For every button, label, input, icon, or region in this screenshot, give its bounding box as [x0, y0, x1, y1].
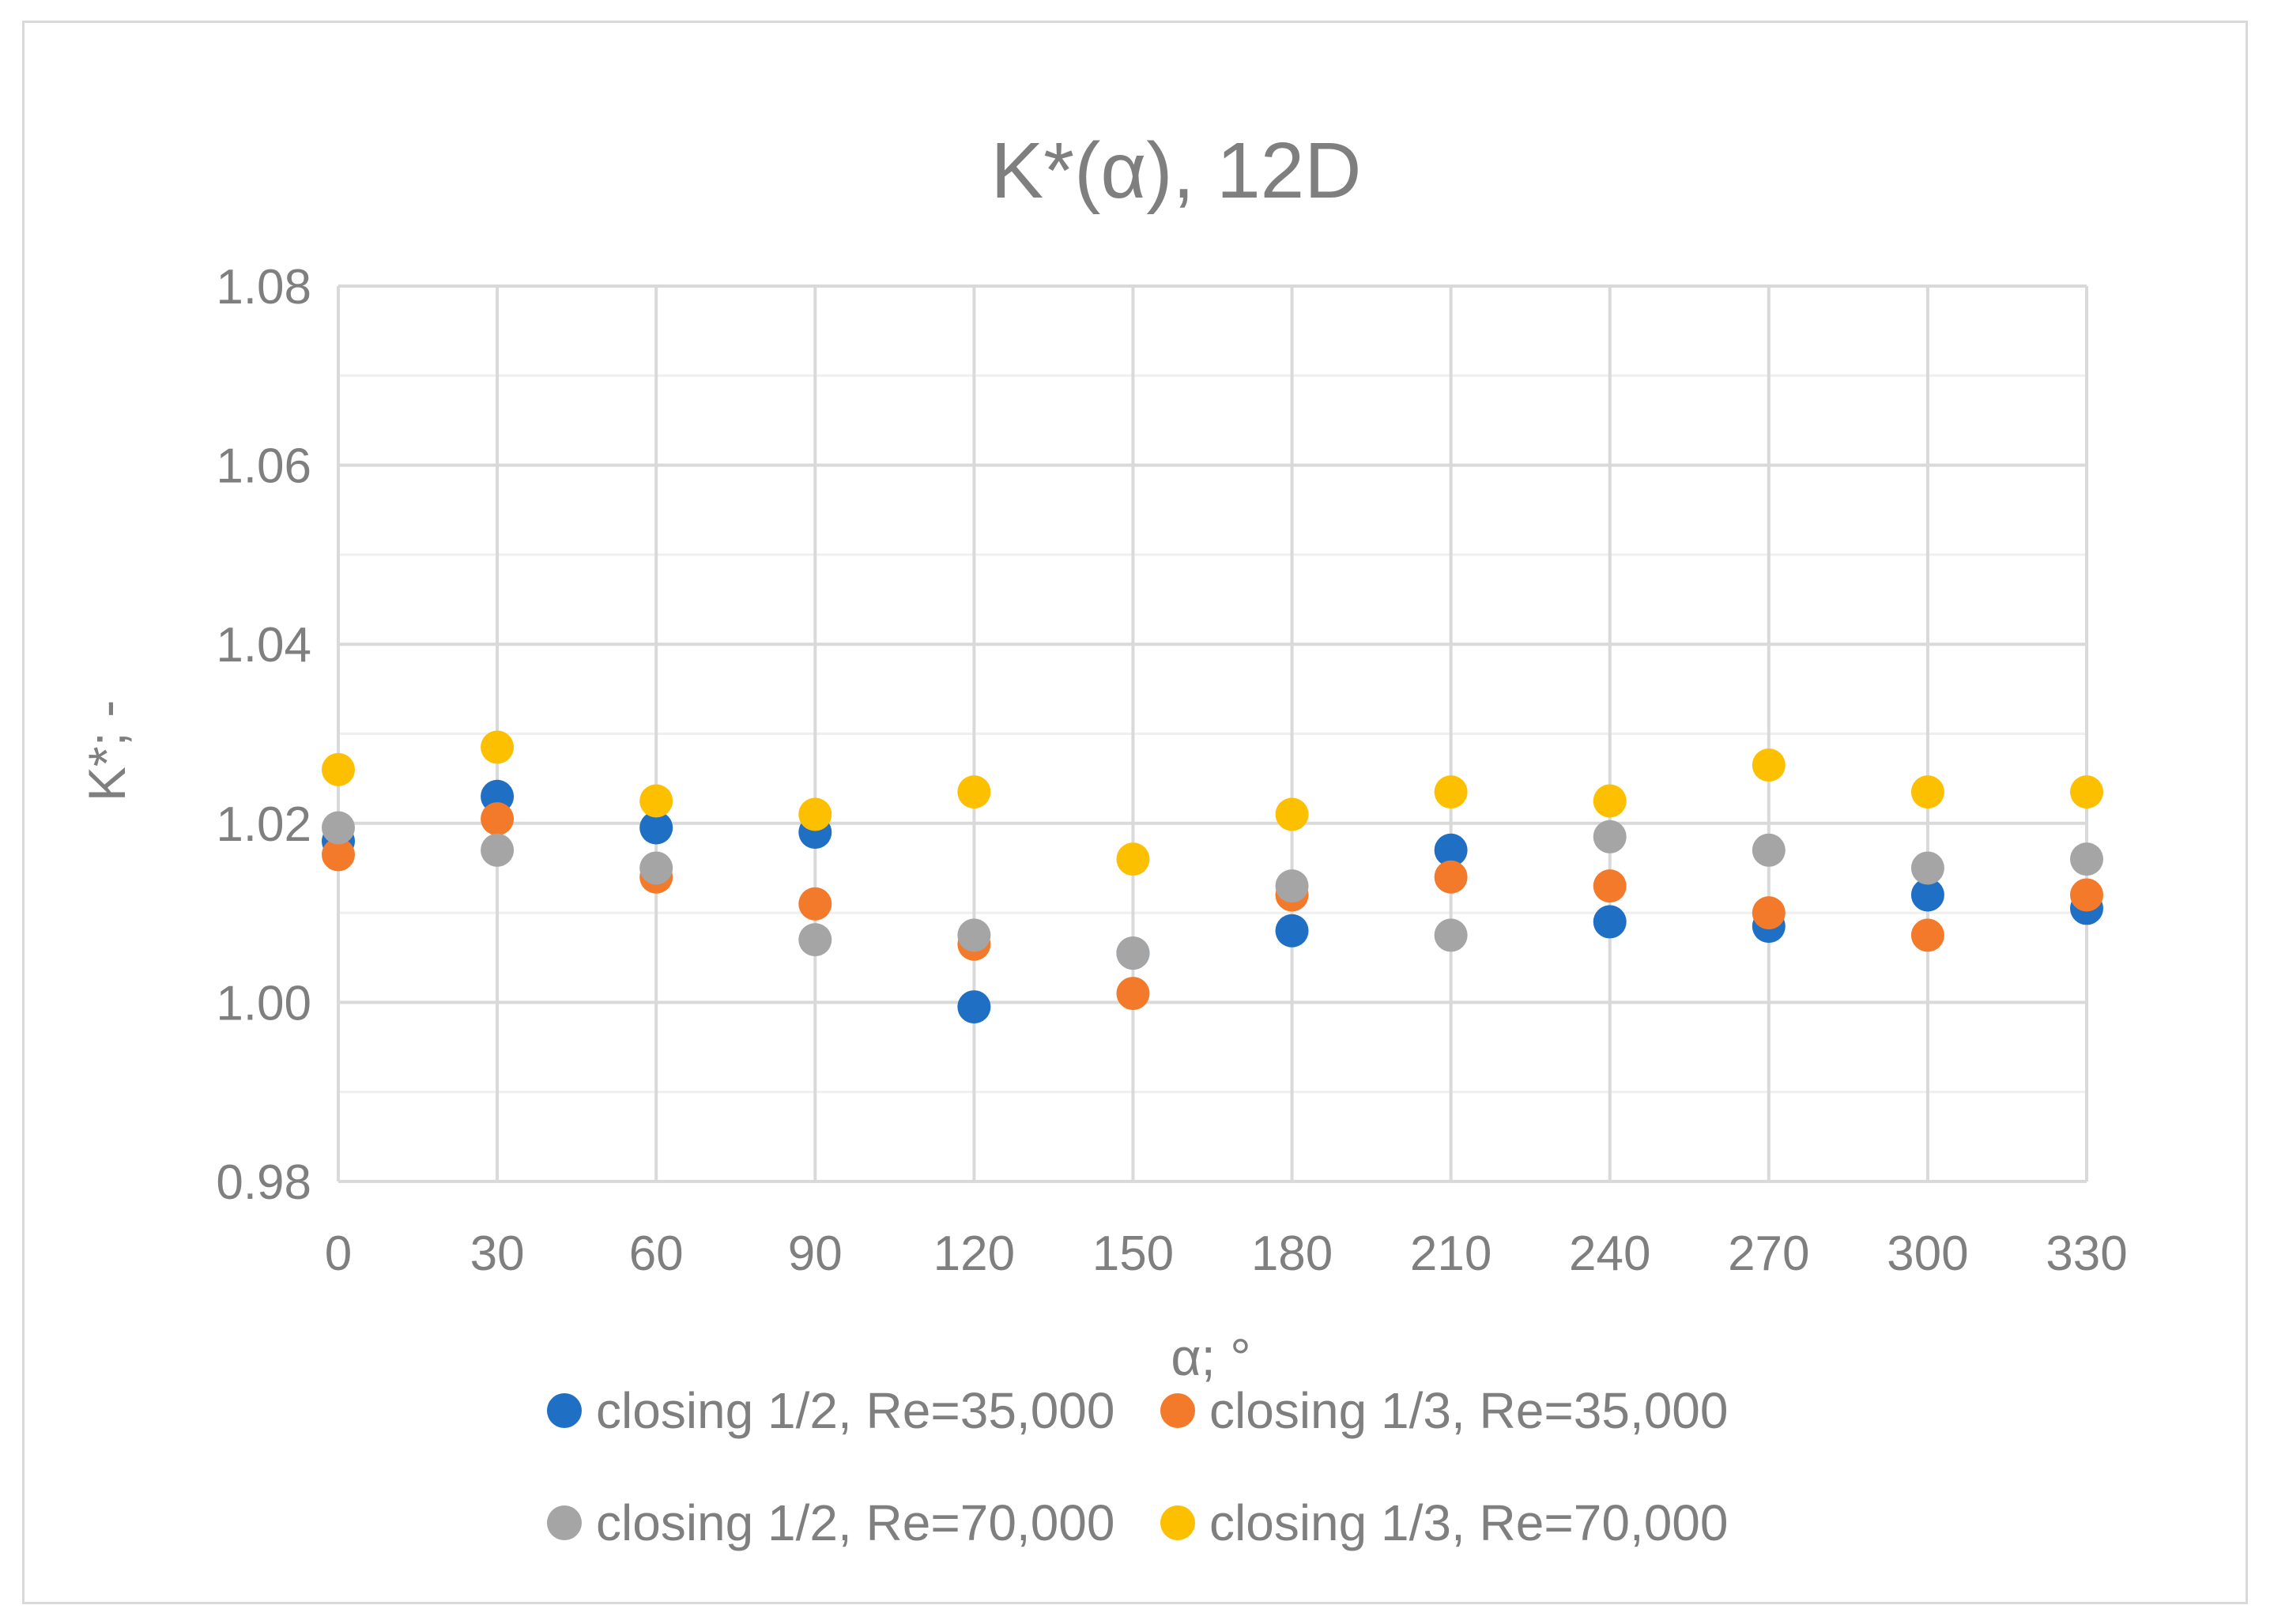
series-2 [322, 802, 2103, 1011]
data-point [957, 918, 991, 952]
x-tick-label: 90 [788, 1226, 843, 1281]
data-point [2070, 775, 2103, 809]
x-tick-label: 330 [2046, 1226, 2127, 1281]
data-point [1593, 905, 1627, 939]
data-point [481, 730, 515, 764]
data-point [1910, 775, 1944, 809]
data-point [481, 833, 515, 867]
y-tick-label: 1.04 [216, 618, 311, 673]
data-point [1434, 833, 1468, 867]
legend-marker [1160, 1393, 1195, 1428]
data-point [322, 811, 355, 845]
x-tick-label: 270 [1728, 1226, 1809, 1281]
data-point [1593, 869, 1627, 903]
y-axis-ticks: 0.98 1.00 1.02 1.04 1.06 1.08 [216, 260, 311, 1210]
legend-label: closing 1/3, Re=35,000 [1209, 1382, 1728, 1439]
data-point [2070, 878, 2103, 912]
data-points [322, 730, 2103, 1024]
legend-item: closing 1/2, Re=70,000 [547, 1494, 1114, 1551]
y-tick-label: 1.02 [216, 797, 311, 852]
chart-title: K*(α), 12D [990, 126, 1361, 215]
x-tick-label: 300 [1887, 1226, 1968, 1281]
legend: closing 1/2, Re=35,000 closing 1/3, Re=35… [547, 1382, 1728, 1551]
legend-marker [547, 1505, 582, 1540]
x-tick-label: 30 [470, 1226, 525, 1281]
data-point [1593, 820, 1627, 853]
data-point [639, 811, 673, 845]
data-point [1752, 896, 1786, 930]
data-point [1752, 748, 1786, 782]
y-tick-label: 1.08 [216, 260, 311, 315]
data-point [1434, 918, 1468, 952]
data-point [1434, 860, 1468, 894]
data-point [1116, 977, 1150, 1011]
series-1 [322, 779, 2103, 1024]
legend-label: closing 1/2, Re=35,000 [596, 1382, 1114, 1439]
y-axis-title: K*; - [77, 700, 136, 801]
y-tick-label: 1.06 [216, 439, 311, 494]
data-point [1910, 878, 1944, 912]
data-point [322, 838, 355, 872]
data-point [798, 797, 832, 831]
data-point [1752, 833, 1786, 867]
x-tick-label: 150 [1092, 1226, 1174, 1281]
data-point [322, 752, 355, 786]
x-tick-label: 240 [1569, 1226, 1650, 1281]
data-point [639, 851, 673, 885]
x-axis-ticks: 0 30 60 90 120 150 180 210 240 270 300 330 [325, 1226, 2128, 1281]
data-point [2070, 842, 2103, 876]
legend-label: closing 1/2, Re=70,000 [596, 1494, 1114, 1551]
data-point [957, 775, 991, 809]
legend-item: closing 1/3, Re=70,000 [1160, 1494, 1728, 1551]
series-3 [322, 811, 2103, 970]
data-point [1275, 914, 1309, 948]
series-4 [322, 730, 2103, 876]
legend-label: closing 1/3, Re=70,000 [1209, 1494, 1728, 1551]
x-tick-label: 0 [325, 1226, 352, 1281]
x-tick-label: 180 [1251, 1226, 1333, 1281]
data-point [639, 784, 673, 818]
grid [337, 284, 2088, 1183]
data-point [1910, 851, 1944, 885]
data-point [1434, 775, 1468, 809]
data-point [957, 990, 991, 1024]
data-point [1275, 797, 1309, 831]
x-tick-label: 60 [629, 1226, 684, 1281]
legend-item: closing 1/3, Re=35,000 [1160, 1382, 1728, 1439]
data-point [798, 887, 832, 921]
data-point [1910, 918, 1944, 952]
data-point [1593, 784, 1627, 818]
x-tick-label: 210 [1410, 1226, 1491, 1281]
data-point [798, 923, 832, 957]
y-tick-label: 0.98 [216, 1155, 311, 1210]
legend-marker [1160, 1505, 1195, 1540]
x-tick-label: 120 [933, 1226, 1015, 1281]
legend-item: closing 1/2, Re=35,000 [547, 1382, 1114, 1439]
data-point [1116, 842, 1150, 876]
data-point [481, 802, 515, 836]
data-point [1275, 869, 1309, 903]
y-tick-label: 1.00 [216, 976, 311, 1031]
data-point [1116, 936, 1150, 970]
legend-marker [547, 1393, 582, 1428]
x-axis-title: α; ° [1171, 1328, 1250, 1386]
